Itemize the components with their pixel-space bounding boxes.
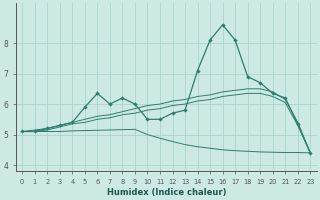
X-axis label: Humidex (Indice chaleur): Humidex (Indice chaleur) xyxy=(107,188,226,197)
